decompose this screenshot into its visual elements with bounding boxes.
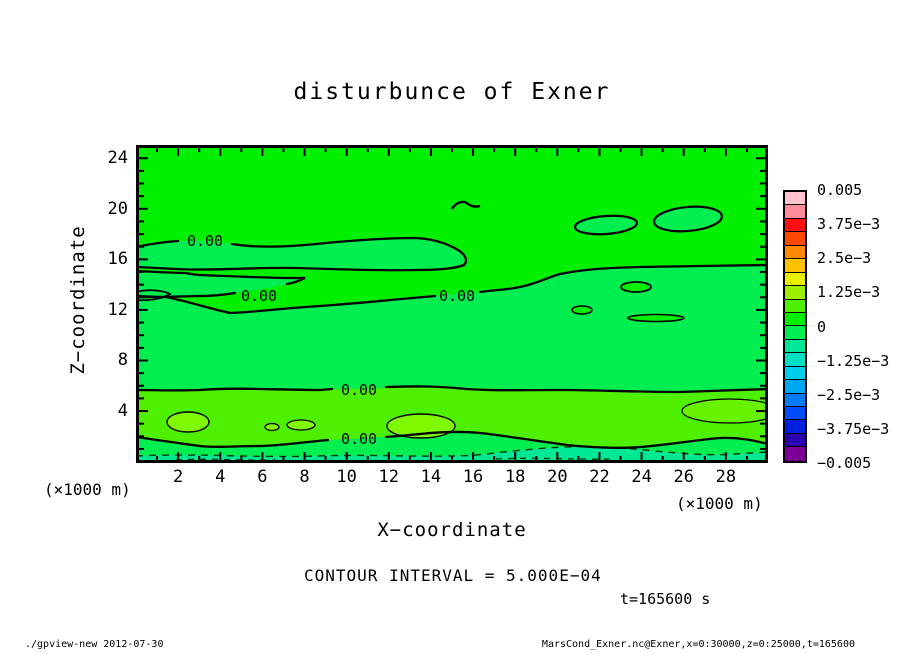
- y-axis-unit: (×1000 m): [44, 480, 131, 499]
- contour-labels: 0.00 0.00 0.00 0.00 0.00: [187, 232, 475, 448]
- colorbar-cell: [785, 245, 805, 260]
- positive-max-ellipse: [264, 422, 280, 432]
- plot-frame: [136, 145, 768, 463]
- x-axis-label: X−coordinate: [377, 519, 527, 541]
- footer-dataset-text: MarsCond_Exner.nc@Exner,x=0:30000,z=0:25…: [541, 639, 855, 650]
- contour-label: 0.00: [341, 430, 377, 448]
- x-tick-label: 22: [589, 467, 610, 487]
- colorbar-cell: [785, 232, 805, 246]
- dashed-negative-contour-2: [175, 457, 617, 461]
- colorbar-tick-label: 1.25e−3: [817, 283, 881, 302]
- small-blob: [620, 281, 652, 293]
- y-tick-label: 24: [107, 148, 128, 169]
- chart-title: disturbunce of Exner: [293, 79, 611, 105]
- contour-label: 0.00: [341, 381, 377, 399]
- colorbar-tick-label: 3.75e−3: [817, 215, 881, 234]
- colorbar-cell: [785, 447, 805, 461]
- colorbar-cell: [785, 299, 805, 313]
- negative-blob: [653, 205, 723, 233]
- y-tick-label: 4: [117, 401, 128, 422]
- colorbar-cell: [785, 286, 805, 300]
- x-tick-label: 24: [631, 467, 652, 487]
- contour-label: 0.00: [439, 287, 475, 305]
- positive-max-ellipse: [681, 398, 768, 424]
- positive-band-low: [136, 386, 768, 448]
- colorbar-cell: [785, 259, 805, 273]
- colorbar: [783, 190, 807, 463]
- colorbar-tick-label: −1.25e−3: [817, 351, 890, 370]
- colorbar-tick-label: 2.5e−3: [817, 249, 872, 268]
- y-tick-label: 8: [117, 350, 128, 371]
- colorbar-cell: [785, 420, 805, 434]
- colorbar-tick-label: −2.5e−3: [817, 385, 881, 404]
- positive-max-ellipse: [166, 411, 210, 433]
- colorbar-cell: [785, 312, 805, 327]
- dashed-negative-contour: [136, 445, 768, 458]
- colorbar-cell: [785, 353, 805, 367]
- colorbar-cell: [785, 339, 805, 354]
- colorbar-cell: [785, 326, 805, 340]
- zero-contour-lines: [136, 236, 768, 449]
- colorbar-cell: [785, 192, 805, 206]
- colorbar-tick-label: 0: [817, 317, 827, 336]
- x-tick-label: 18: [504, 467, 526, 487]
- x-tick-label: 2: [173, 467, 184, 487]
- contour-label: 0.00: [241, 287, 277, 305]
- tiny-contour-squiggle: [450, 200, 481, 210]
- contour-interval-text: CONTOUR INTERVAL = 5.000E−04: [304, 566, 602, 585]
- y-tick-label: 16: [107, 249, 128, 270]
- negative-band-mid: [136, 265, 768, 392]
- colorbar-tick-label: −0.005: [817, 454, 872, 472]
- x-tick-label: 10: [336, 467, 357, 487]
- negative-blob: [573, 214, 639, 236]
- colorbar-cell: [785, 218, 805, 233]
- colorbar-cell: [785, 433, 805, 448]
- time-annotation: t=165600 s: [620, 590, 711, 608]
- colorbar-tick-label: 0.005: [817, 181, 863, 199]
- colorbar-tick-label: −3.75e−3: [817, 419, 890, 438]
- x-tick-label: 26: [673, 467, 694, 487]
- colorbar-cell: [785, 380, 805, 394]
- contour-plot-panel: 0.00 0.00 0.00 0.00 0.00: [136, 145, 768, 463]
- colorbar-cell: [785, 393, 805, 407]
- x-tick-label: 28: [715, 467, 737, 487]
- colorbar-cell: [785, 205, 805, 219]
- x-tick-label: 4: [215, 467, 226, 487]
- x-tick-label: 20: [547, 467, 568, 487]
- x-tick-label: 16: [462, 467, 484, 487]
- colorbar-cell: [785, 407, 805, 421]
- colorbar-cell: [785, 272, 805, 287]
- y-tick-label: 12: [107, 299, 128, 320]
- colorbar-cell: [785, 366, 805, 381]
- negative-band-upper: [136, 238, 466, 271]
- contour-label: 0.00: [187, 232, 223, 250]
- x-axis-unit: (×1000 m): [676, 494, 763, 513]
- footer-command-text: ./gpview-new 2012-07-30: [25, 639, 164, 650]
- x-tick-label: 8: [299, 467, 310, 487]
- x-tick-label: 6: [257, 467, 268, 487]
- negative-band-surface-deep: [136, 446, 768, 463]
- y-tick-label: 20: [107, 198, 128, 219]
- small-blob: [571, 305, 593, 315]
- x-tick-label: 14: [420, 467, 442, 487]
- small-blob: [627, 313, 685, 323]
- positive-max-ellipse: [286, 419, 316, 431]
- x-tick-label: 12: [378, 467, 400, 487]
